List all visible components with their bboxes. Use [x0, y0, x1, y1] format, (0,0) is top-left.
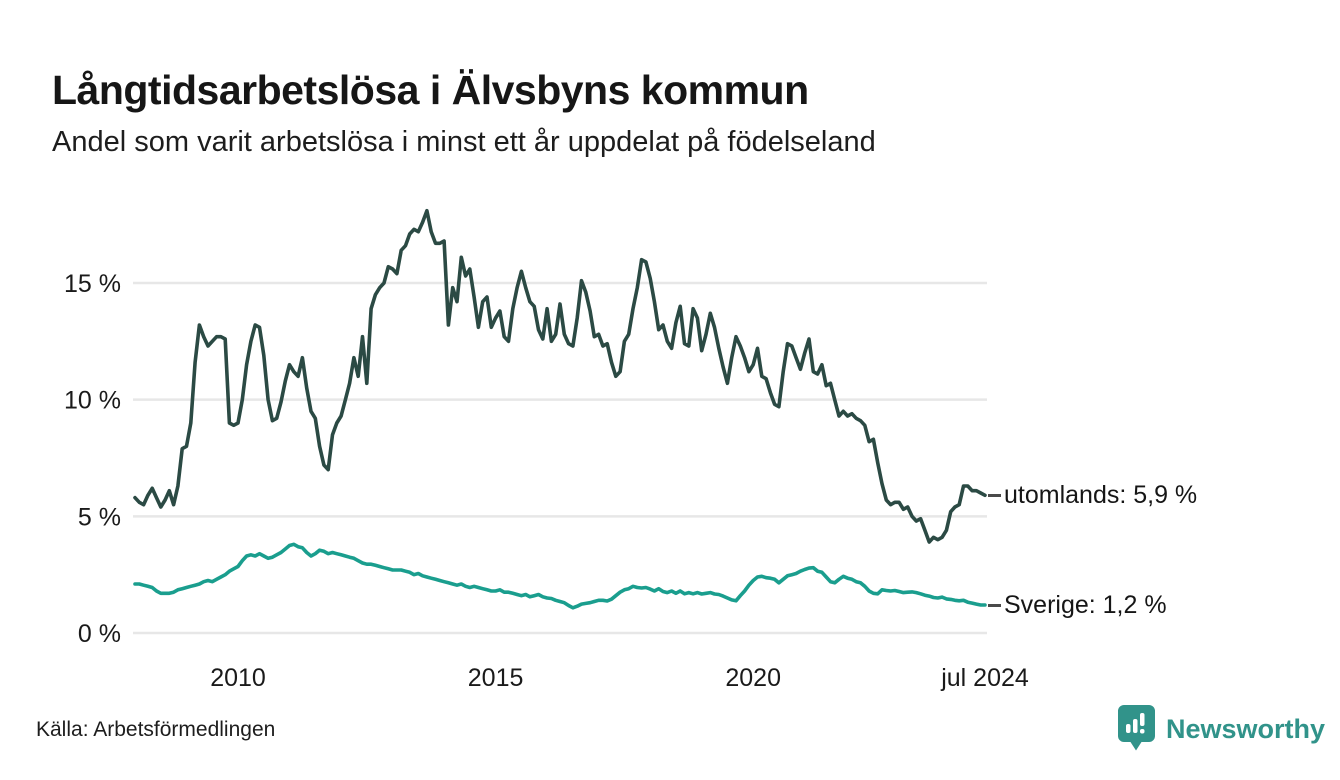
y-tick-label: 15 %: [64, 270, 121, 298]
newsworthy-logo: Newsworthy: [1117, 704, 1325, 752]
series-line-utomlands: [133, 208, 987, 544]
newsworthy-logo-icon: [1118, 705, 1155, 751]
source-note: Källa: Arbetsförmedlingen: [36, 718, 276, 741]
y-tick-label: 0 %: [78, 620, 121, 648]
series-end-label-sverige-text: Sverige: 1,2 %: [1004, 591, 1167, 619]
x-tick-label: 2020: [725, 664, 781, 692]
chart-subtitle: Andel som varit arbetslösa i minst ett å…: [52, 126, 876, 158]
legend-dash: [988, 604, 1001, 607]
x-tick-label: jul 2024: [940, 664, 1029, 692]
y-tick-label: 5 %: [78, 503, 121, 531]
series-line-sverige: [133, 542, 987, 610]
x-tick-label: 2010: [210, 664, 266, 692]
legend-dash: [988, 494, 1001, 497]
series-end-label-utomlands: utomlands: 5,9 %: [988, 481, 1197, 510]
logo-exclamation-dot: [1140, 729, 1145, 734]
series-end-label-utomlands-text: utomlands: 5,9 %: [1004, 481, 1198, 509]
y-tick-label: 10 %: [64, 387, 121, 415]
series-end-label-sverige: Sverige: 1,2 %: [988, 591, 1167, 620]
logo-bar-tall: [1133, 719, 1138, 733]
x-tick-label: 2015: [468, 664, 524, 692]
logo-bar-short: [1126, 724, 1131, 733]
newsworthy-logo-text: Newsworthy: [1166, 714, 1326, 744]
chart-title: Långtidsarbetslösa i Älvsbyns kommun: [52, 67, 809, 114]
logo-exclamation-stem: [1140, 713, 1145, 726]
